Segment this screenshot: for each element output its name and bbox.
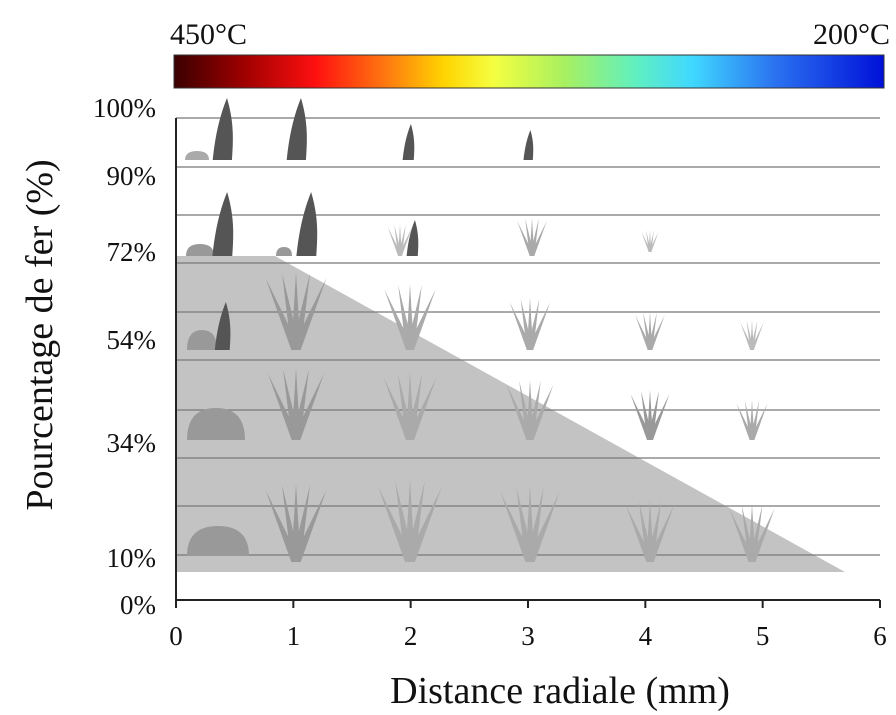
light-crystal (625, 504, 654, 562)
light-crystal (648, 231, 659, 252)
dark-crystal (214, 302, 231, 350)
light-crystal (394, 224, 402, 256)
light-crystal (526, 380, 541, 440)
x-tick-label: 2 (404, 621, 418, 651)
light-crystal (517, 220, 535, 256)
light-crystal (635, 314, 653, 350)
light-crystal (525, 218, 535, 256)
light-crystal (525, 487, 544, 562)
light-crystal (378, 486, 415, 562)
y-tick-label: 0% (120, 590, 156, 620)
blob (185, 151, 209, 160)
x-tick-label: 1 (287, 621, 301, 651)
light-crystal (405, 481, 425, 562)
colorbar-left-label: 450°C (170, 18, 247, 51)
dark-crystal (402, 124, 415, 160)
light-crystal (291, 273, 310, 350)
light-crystal (748, 504, 763, 562)
light-crystal (291, 369, 309, 440)
y-axis-title: Pourcentage de fer (%) (19, 159, 61, 510)
light-crystal (748, 508, 775, 562)
light-crystal (291, 373, 325, 440)
light-crystal (406, 289, 436, 350)
dark-crystal (286, 98, 307, 160)
light-crystal (643, 312, 653, 350)
dark-crystal (406, 220, 419, 256)
dark-crystal (296, 192, 318, 256)
light-crystal (405, 377, 437, 440)
x-tick-label: 4 (639, 621, 653, 651)
light-crystal (291, 490, 327, 562)
x-axis-title: Distance radiale (mm) (390, 670, 730, 712)
blob (276, 247, 292, 256)
light-crystal (646, 501, 662, 562)
x-tick-label: 0 (169, 621, 183, 651)
light-crystal (405, 373, 423, 440)
light-crystal (750, 322, 764, 350)
light-crystal (526, 298, 540, 350)
crystals (185, 98, 775, 562)
light-crystal (746, 320, 754, 350)
light-crystal (405, 486, 442, 562)
light-crystal (526, 302, 551, 350)
y-tick-label: 90% (107, 161, 157, 191)
y-tick-label: 72% (107, 237, 157, 267)
light-crystal (641, 390, 653, 440)
blob (187, 330, 217, 350)
light-crystal (398, 224, 406, 256)
light-crystal (646, 504, 675, 562)
light-crystal (520, 298, 534, 350)
light-crystal (729, 508, 756, 562)
light-crystal (647, 393, 670, 440)
light-crystal (291, 278, 327, 350)
grid (176, 117, 880, 556)
light-crystal (646, 230, 652, 252)
light-crystal (529, 218, 539, 256)
light-crystal (529, 220, 547, 256)
light-crystal (509, 302, 534, 350)
light-crystal (749, 400, 760, 440)
light-crystal (516, 487, 535, 562)
light-crystal (398, 226, 413, 256)
blob (186, 244, 214, 256)
colorbar-right-label: 200°C (813, 18, 890, 51)
light-crystal (647, 390, 659, 440)
light-crystal (647, 312, 657, 350)
x-tick-label: 5 (756, 621, 770, 651)
light-crystal (526, 384, 554, 440)
colorbar (173, 54, 885, 89)
y-tick-label: 100% (93, 93, 156, 123)
y-tick-label: 10% (107, 543, 157, 573)
light-crystal (406, 285, 422, 350)
x-tick-label: 3 (521, 621, 535, 651)
y-tick-label: 54% (107, 325, 157, 355)
light-crystal (525, 491, 560, 562)
blob (187, 408, 245, 440)
x-tick-label: 6 (873, 621, 887, 651)
dark-crystal (523, 130, 534, 160)
blob (187, 526, 249, 556)
light-crystal (749, 403, 768, 440)
dark-crystal (212, 98, 233, 160)
shaded-region (176, 256, 845, 572)
light-crystal (750, 320, 758, 350)
light-crystal (291, 485, 310, 562)
y-tick-label: 34% (107, 428, 157, 458)
light-crystal (648, 230, 654, 252)
light-crystal (647, 314, 665, 350)
light-crystal (500, 491, 535, 562)
dark-crystal (212, 192, 234, 256)
